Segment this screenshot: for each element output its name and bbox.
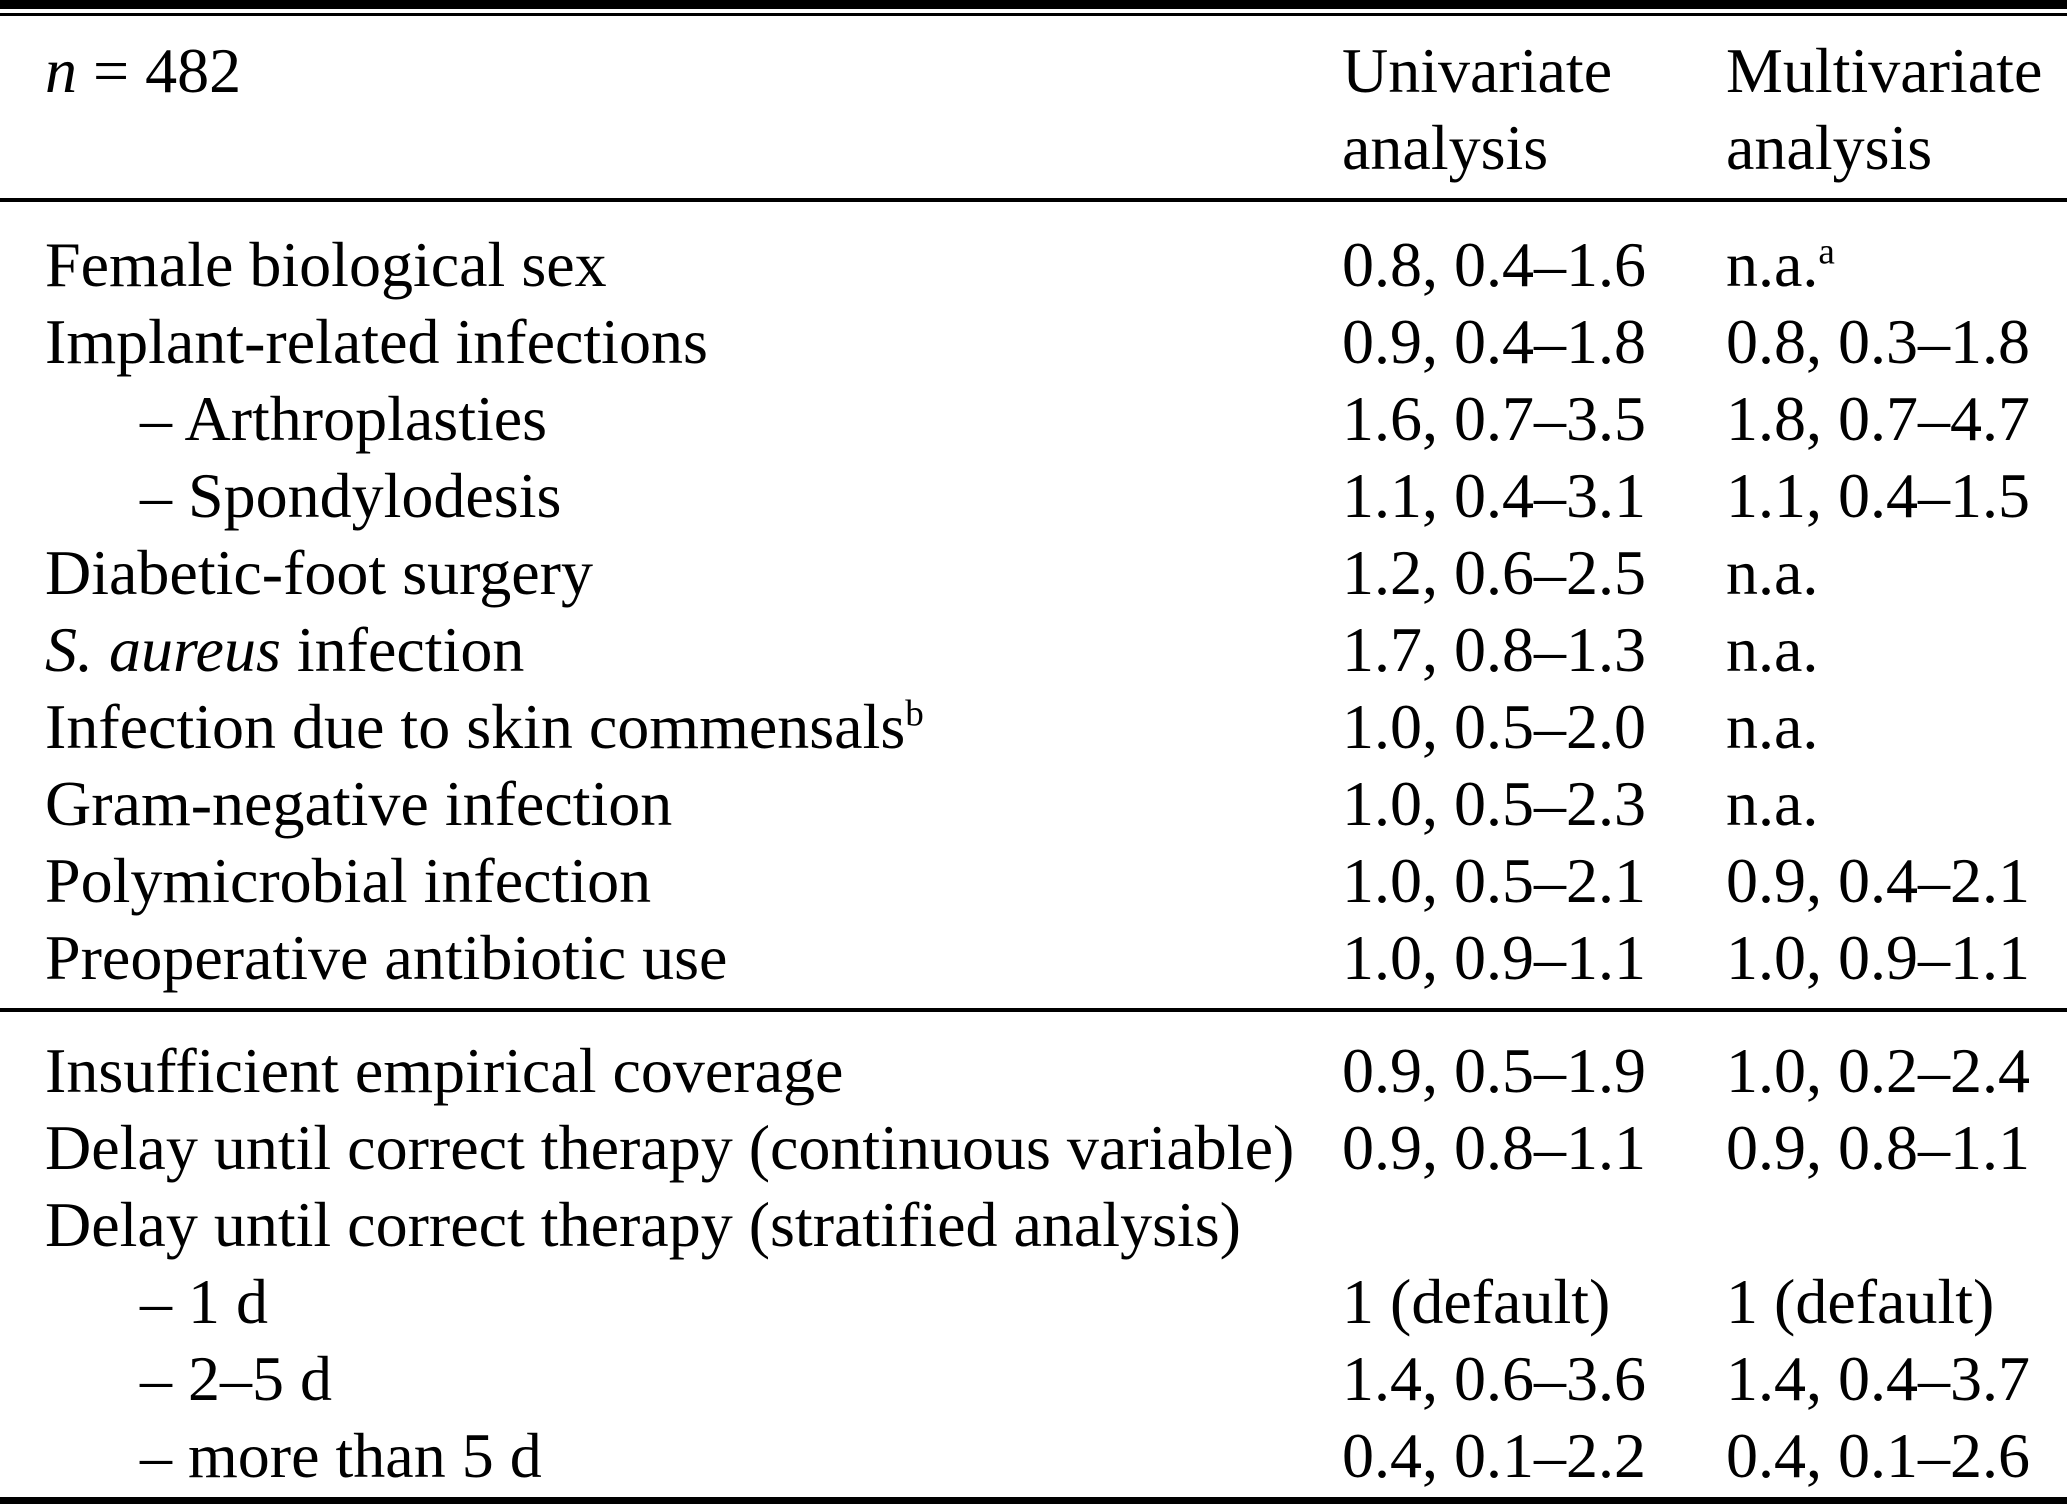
sample-size-value: = 482 (77, 35, 242, 106)
univariate-value: 0.9, 0.5–1.9 (1342, 1035, 1646, 1106)
multivariate-value: 1.4, 0.4–3.7 (1726, 1343, 2030, 1414)
multivariate-value: n.a.a (1726, 226, 2067, 303)
table-row: Polymicrobial infection 1.0, 0.5–2.1 0.9… (0, 842, 2067, 919)
univariate-value: 1.2, 0.6–2.5 (1342, 537, 1646, 608)
multivariate-value-text: n.a. (1726, 229, 1819, 300)
univariate-value: 1.4, 0.6–3.6 (1342, 1343, 1646, 1414)
row-label: Polymicrobial infection (45, 845, 652, 916)
multivariate-value: 0.4, 0.1–2.6 (1726, 1420, 2030, 1491)
univariate-value (1342, 1186, 1726, 1263)
row-label: Preoperative antibiotic use (45, 922, 728, 993)
row-label: – 2–5 d (140, 1343, 332, 1414)
row-label: Diabetic-foot surgery (45, 537, 593, 608)
row-label: – Spondylodesis (140, 460, 562, 531)
table-row: Delay until correct therapy (stratified … (0, 1186, 2067, 1263)
univariate-value: 1.0, 0.5–2.0 (1342, 691, 1646, 762)
table-section-risk-factors: Female biological sex 0.8, 0.4–1.6 n.a.a… (0, 202, 2067, 1008)
multivariate-value: n.a. (1726, 768, 1819, 839)
row-label: – Arthroplasties (140, 383, 548, 454)
univariate-value: 1.7, 0.8–1.3 (1342, 614, 1646, 685)
footnote-marker-a: a (1818, 231, 1835, 273)
top-rule-thin (0, 13, 2067, 16)
header-separator-rule (0, 198, 2067, 202)
footnote-marker-b: b (905, 693, 924, 735)
table-row: – Spondylodesis 1.1, 0.4–3.1 1.1, 0.4–1.… (0, 457, 2067, 534)
table-row: Diabetic-foot surgery 1.2, 0.6–2.5 n.a. (0, 534, 2067, 611)
table-row: Preoperative antibiotic use 1.0, 0.9–1.1… (0, 919, 2067, 996)
table-row: Infection due to skin commensalsb 1.0, 0… (0, 688, 2067, 765)
multivariate-value: 1.8, 0.7–4.7 (1726, 383, 2030, 454)
row-label: S. aureus infection (0, 611, 1342, 688)
multivariate-value (1726, 1186, 2067, 1263)
multivariate-value: 1 (default) (1726, 1266, 1995, 1337)
sample-size-variable: n (45, 35, 77, 106)
multivariate-value: n.a. (1726, 537, 1819, 608)
row-label: – more than 5 d (140, 1420, 542, 1491)
table-section-therapy: Insufficient empirical coverage 0.9, 0.5… (0, 1012, 2067, 1494)
row-label: Delay until correct therapy (continuous … (45, 1112, 1295, 1183)
univariate-value: 1 (default) (1342, 1266, 1611, 1337)
top-rule-gap (0, 9, 2067, 13)
univariate-value: 0.9, 0.4–1.8 (1342, 306, 1646, 377)
row-label: – 1 d (140, 1266, 268, 1337)
multivariate-value: 1.0, 0.2–2.4 (1726, 1035, 2030, 1106)
column-header-multivariate: Multivariate analysis (1726, 35, 2043, 183)
table-row: – more than 5 d 0.4, 0.1–2.2 0.4, 0.1–2.… (0, 1417, 2067, 1494)
univariate-value: 1.6, 0.7–3.5 (1342, 383, 1646, 454)
table-row: – 1 d 1 (default) 1 (default) (0, 1263, 2067, 1340)
row-label: Gram-negative infection (45, 768, 673, 839)
table-row: – 2–5 d 1.4, 0.6–3.6 1.4, 0.4–3.7 (0, 1340, 2067, 1417)
univariate-value: 0.8, 0.4–1.6 (1342, 229, 1646, 300)
multivariate-value: 1.0, 0.9–1.1 (1726, 922, 2030, 993)
column-header-univariate: Univariate analysis (1342, 35, 1613, 183)
header-sample-size: n = 482 (0, 32, 1342, 186)
table-row: Female biological sex 0.8, 0.4–1.6 n.a.a (0, 226, 2067, 303)
table-row: S. aureus infection 1.7, 0.8–1.3 n.a. (0, 611, 2067, 688)
univariate-value: 1.0, 0.5–2.3 (1342, 768, 1646, 839)
top-rule-thick (0, 0, 2067, 9)
table-row: Delay until correct therapy (continuous … (0, 1109, 2067, 1186)
univariate-value: 0.9, 0.8–1.1 (1342, 1112, 1646, 1183)
table-header-row: n = 482 Univariate analysis Multivariate… (0, 16, 2067, 198)
table-row: – Arthroplasties 1.6, 0.7–3.5 1.8, 0.7–4… (0, 380, 2067, 457)
row-label: Delay until correct therapy (stratified … (45, 1189, 1241, 1260)
multivariate-value: 0.9, 0.8–1.1 (1726, 1112, 2030, 1183)
row-label: Insufficient empirical coverage (45, 1035, 844, 1106)
univariate-value: 1.1, 0.4–3.1 (1342, 460, 1646, 531)
multivariate-value: 1.1, 0.4–1.5 (1726, 460, 2030, 531)
table-row: Implant-related infections 0.9, 0.4–1.8 … (0, 303, 2067, 380)
row-label: Implant-related infections (45, 306, 708, 377)
univariate-value: 1.0, 0.5–2.1 (1342, 845, 1646, 916)
table-row: Gram-negative infection 1.0, 0.5–2.3 n.a… (0, 765, 2067, 842)
row-label: Infection due to skin commensalsb (0, 688, 1342, 765)
row-label-text: infection (280, 614, 525, 685)
table-row: Insufficient empirical coverage 0.9, 0.5… (0, 1032, 2067, 1109)
univariate-value: 1.0, 0.9–1.1 (1342, 922, 1646, 993)
row-label-species-italic: S. aureus (45, 614, 281, 685)
row-label: Female biological sex (45, 229, 607, 300)
univariate-value: 0.4, 0.1–2.2 (1342, 1420, 1646, 1491)
row-label-text: Infection due to skin commensals (45, 691, 906, 762)
multivariate-value: n.a. (1726, 691, 1819, 762)
multivariate-value: 0.8, 0.3–1.8 (1726, 306, 2030, 377)
bottom-rule (0, 1497, 2067, 1504)
multivariate-value: n.a. (1726, 614, 1819, 685)
section-separator-rule (0, 1008, 2067, 1012)
multivariate-value: 0.9, 0.4–2.1 (1726, 845, 2030, 916)
